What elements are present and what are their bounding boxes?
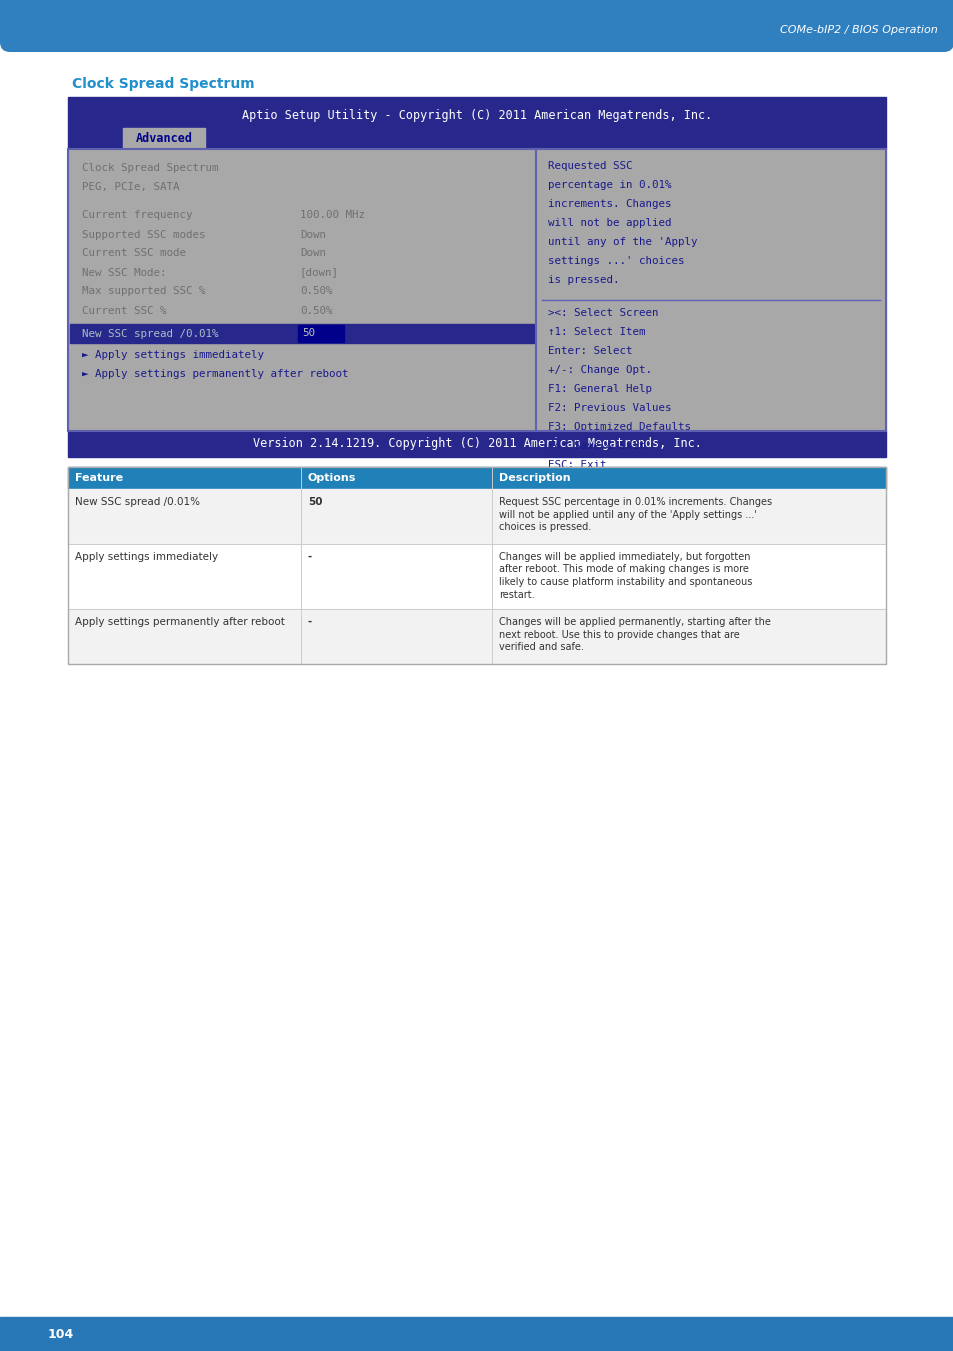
Bar [68, 609, 885, 663]
Bar [123, 128, 205, 149]
Text: Apply settings permanently after reboot: Apply settings permanently after reboot [75, 617, 285, 627]
Text: Clock Spread Spectrum: Clock Spread Spectrum [71, 77, 254, 91]
Text: Feature: Feature [75, 473, 123, 484]
Text: Changes will be applied immediately, but forgotten: Changes will be applied immediately, but… [498, 553, 750, 562]
Text: Supported SSC modes: Supported SSC modes [82, 230, 205, 239]
Text: +/-: Change Opt.: +/-: Change Opt. [547, 365, 651, 376]
Text: ><: Select Screen: ><: Select Screen [547, 308, 658, 317]
Text: 104: 104 [48, 1328, 74, 1340]
Text: next reboot. Use this to provide changes that are: next reboot. Use this to provide changes… [498, 630, 739, 639]
Text: Changes will be applied permanently, starting after the: Changes will be applied permanently, sta… [498, 617, 770, 627]
Text: Down: Down [299, 249, 326, 258]
Text: PEG, PCIe, SATA: PEG, PCIe, SATA [82, 182, 179, 192]
FancyBboxPatch shape [0, 0, 953, 51]
Text: 50: 50 [302, 328, 314, 338]
Text: COMe-bIP2 / BIOS Operation: COMe-bIP2 / BIOS Operation [780, 26, 937, 35]
Text: Current frequency: Current frequency [82, 211, 193, 220]
Text: will not be applied until any of the 'Apply settings ...': will not be applied until any of the 'Ap… [498, 509, 756, 520]
Text: will not be applied: will not be applied [547, 218, 671, 228]
Text: verified and safe.: verified and safe. [498, 642, 583, 653]
Text: F3: Optimized Defaults: F3: Optimized Defaults [547, 422, 690, 432]
Text: increments. Changes: increments. Changes [547, 199, 671, 209]
Bar [68, 97, 885, 149]
Bar [70, 323, 534, 343]
Text: Version 2.14.1219. Copyright (C) 2011 American Megatrends, Inc.: Version 2.14.1219. Copyright (C) 2011 Am… [253, 438, 700, 450]
Text: Down: Down [299, 230, 326, 239]
Bar [0, 1317, 953, 1351]
Bar [0, 0, 953, 42]
Text: -: - [308, 553, 312, 562]
Text: is pressed.: is pressed. [547, 276, 618, 285]
Text: Max supported SSC %: Max supported SSC % [82, 286, 205, 296]
Bar [68, 431, 885, 457]
Text: restart.: restart. [498, 589, 534, 600]
Text: Clock Spread Spectrum: Clock Spread Spectrum [82, 163, 218, 173]
Text: Current SSC %: Current SSC % [82, 305, 167, 316]
Text: Current SSC mode: Current SSC mode [82, 249, 186, 258]
Text: F4: Save & Exit: F4: Save & Exit [547, 440, 645, 451]
Text: Enter: Select: Enter: Select [547, 346, 632, 357]
Text: Request SSC percentage in 0.01% increments. Changes: Request SSC percentage in 0.01% incremen… [498, 497, 771, 507]
Bar [68, 489, 885, 544]
Text: ESC: Exit: ESC: Exit [547, 459, 606, 470]
Text: settings ...' choices: settings ...' choices [547, 255, 684, 266]
Text: ↑1: Select Item: ↑1: Select Item [547, 327, 645, 336]
Text: Requested SSC: Requested SSC [547, 161, 632, 172]
Text: [down]: [down] [299, 267, 338, 277]
Bar [68, 544, 885, 609]
Text: 50: 50 [308, 497, 322, 507]
Text: 0.50%: 0.50% [299, 305, 333, 316]
Text: New SSC spread /0.01%: New SSC spread /0.01% [82, 330, 218, 339]
Text: 100.00 MHz: 100.00 MHz [299, 211, 365, 220]
Text: Advanced: Advanced [135, 132, 193, 145]
Text: until any of the 'Apply: until any of the 'Apply [547, 236, 697, 247]
Text: F1: General Help: F1: General Help [547, 384, 651, 394]
Text: ► Apply settings permanently after reboot: ► Apply settings permanently after reboo… [82, 369, 348, 380]
Bar [297, 324, 344, 342]
Text: percentage in 0.01%: percentage in 0.01% [547, 180, 671, 190]
Bar [68, 149, 885, 431]
Text: Apply settings immediately: Apply settings immediately [75, 553, 218, 562]
Bar [68, 467, 885, 489]
Text: after reboot. This mode of making changes is more: after reboot. This mode of making change… [498, 565, 748, 574]
Text: Options: Options [308, 473, 356, 484]
Text: F2: Previous Values: F2: Previous Values [547, 403, 671, 413]
Text: 0.50%: 0.50% [299, 286, 333, 296]
Bar [68, 149, 885, 431]
Text: choices is pressed.: choices is pressed. [498, 521, 591, 532]
Text: -: - [308, 617, 312, 627]
Text: Description: Description [498, 473, 570, 484]
Bar [68, 467, 885, 663]
Text: ► Apply settings immediately: ► Apply settings immediately [82, 350, 264, 359]
Text: New SSC Mode:: New SSC Mode: [82, 267, 167, 277]
Text: New SSC spread /0.01%: New SSC spread /0.01% [75, 497, 200, 507]
Text: Aptio Setup Utility - Copyright (C) 2011 American Megatrends, Inc.: Aptio Setup Utility - Copyright (C) 2011… [242, 108, 711, 122]
Text: likely to cause platform instability and spontaneous: likely to cause platform instability and… [498, 577, 752, 586]
